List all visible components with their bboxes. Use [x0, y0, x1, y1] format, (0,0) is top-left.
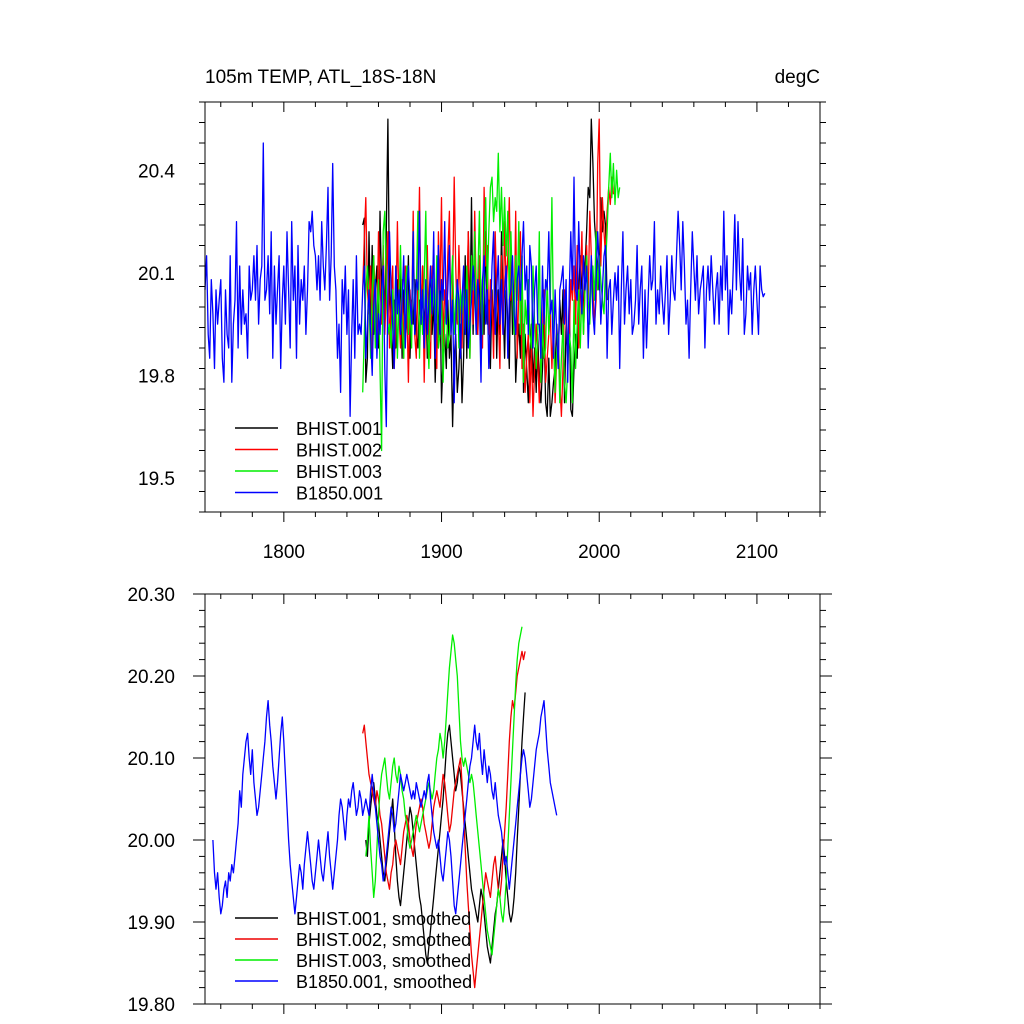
top-panel-units: degC	[775, 67, 820, 88]
top-series-lines	[204, 118, 766, 452]
bottom-series-lines	[212, 626, 558, 989]
top-series-line-2	[362, 152, 621, 452]
top-legend-label: BHIST.003	[296, 462, 382, 482]
top-x-tick-label: 2100	[736, 542, 778, 563]
bottom-panel: 19.80 19.90 20.00 20.10 20.20 20.30 BHIST.001…	[127, 585, 832, 1016]
bottom-plot-frame	[204, 593, 821, 1005]
bottom-legend-label: BHIST.003, smoothed	[296, 951, 471, 971]
top-x-tick-label: 2000	[578, 542, 620, 563]
bottom-y-tick-label: 20.20	[127, 667, 175, 688]
top-y-tick-label: 20.1	[138, 264, 175, 285]
top-legend-label: B1850.001	[296, 484, 383, 504]
bottom-legend-label: BHIST.001, smoothed	[296, 909, 471, 929]
top-legend-label: BHIST.001	[296, 419, 382, 439]
top-x-tick-label: 1900	[420, 542, 462, 563]
top-y-tick-label: 20.4	[138, 161, 175, 182]
top-panel: 105m TEMP, ATL_18S-18N degC 1800 1900 2000…	[138, 67, 826, 563]
top-x-tick-label: 1800	[263, 542, 305, 563]
top-panel-title: 105m TEMP, ATL_18S-18N	[205, 67, 436, 88]
bottom-y-tick-label: 20.30	[127, 585, 175, 606]
top-y-tick-label: 19.8	[138, 366, 175, 387]
bottom-series-line-2	[365, 626, 523, 956]
bottom-legend-label: BHIST.002, smoothed	[296, 930, 471, 950]
bottom-y-tick-label: 19.90	[127, 913, 175, 934]
bottom-y-tick-label: 19.80	[127, 995, 175, 1016]
bottom-axis-ticks: 19.80 19.90 20.00 20.10 20.20 20.30	[127, 585, 832, 1016]
top-axis-ticks: 1800 1900 2000 2100 19.5 19.8 20.1 20.4	[138, 101, 826, 563]
top-series-line-3	[204, 142, 766, 428]
bottom-series-line-1	[362, 650, 526, 989]
bottom-y-tick-label: 20.10	[127, 749, 175, 770]
bottom-y-tick-label: 20.00	[127, 831, 175, 852]
bottom-series-line-3	[212, 699, 558, 915]
bottom-legend-label: B1850.001, smoothed	[296, 972, 472, 992]
top-plot-frame	[204, 101, 821, 513]
top-y-tick-label: 19.5	[138, 469, 175, 490]
top-legend-label: BHIST.002	[296, 441, 382, 461]
